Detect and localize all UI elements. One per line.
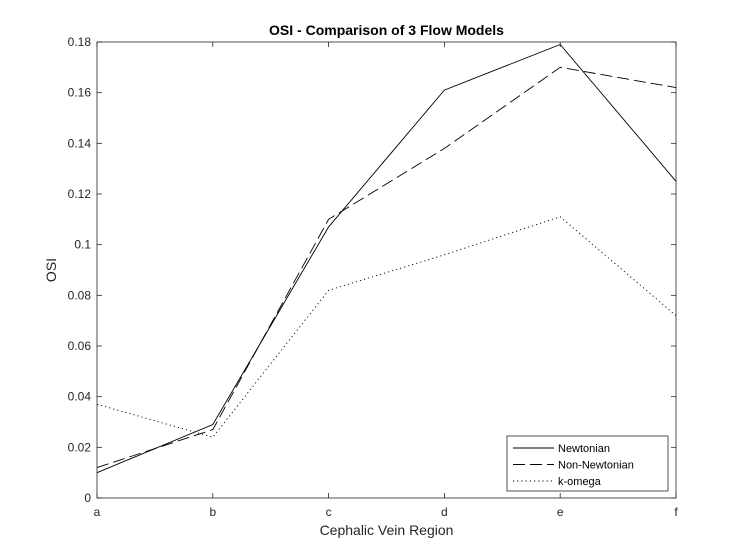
x-axis: a b c d e f [94, 42, 678, 519]
y-tick-label: 0.08 [68, 288, 92, 302]
x-tick-label: f [674, 505, 678, 519]
x-tick-label: d [441, 505, 448, 519]
legend-label: k-omega [558, 476, 602, 488]
y-tick-label: 0.18 [68, 35, 92, 49]
legend: Newtonian Non-Newtonian k-omega [506, 435, 669, 492]
y-tick-label: 0.16 [68, 86, 92, 100]
legend-label: Newtonian [558, 443, 610, 455]
series-line-k-omega [96, 216, 677, 438]
legend-label: Non-Newtonian [558, 460, 634, 472]
y-axis-title: OSI [43, 258, 59, 282]
chart-title: OSI - Comparison of 3 Flow Models [269, 22, 504, 38]
y-tick-label: 0.04 [68, 390, 92, 404]
y-tick-label: 0.12 [68, 187, 92, 201]
y-tick-label: 0.14 [68, 136, 92, 150]
x-tick-label: c [326, 505, 332, 519]
series-group [96, 43, 677, 474]
y-tick-label: 0.06 [68, 339, 92, 353]
y-tick-label: 0.1 [74, 238, 91, 252]
x-tick-label: e [557, 505, 564, 519]
x-tick-label: b [209, 505, 216, 519]
x-tick-label: a [94, 505, 101, 519]
x-axis-title: Cephalic Vein Region [320, 522, 454, 538]
series-line-newtonian [96, 43, 677, 474]
series-line-non-newtonian [96, 66, 677, 469]
legend-box [506, 435, 669, 492]
y-axis: 0 0.02 0.04 0.06 0.08 0.1 0.12 0.14 0.16 0.18 [68, 35, 676, 505]
plot-area [96, 41, 677, 499]
y-tick-label: 0.02 [68, 440, 92, 454]
y-tick-label: 0 [84, 491, 91, 505]
